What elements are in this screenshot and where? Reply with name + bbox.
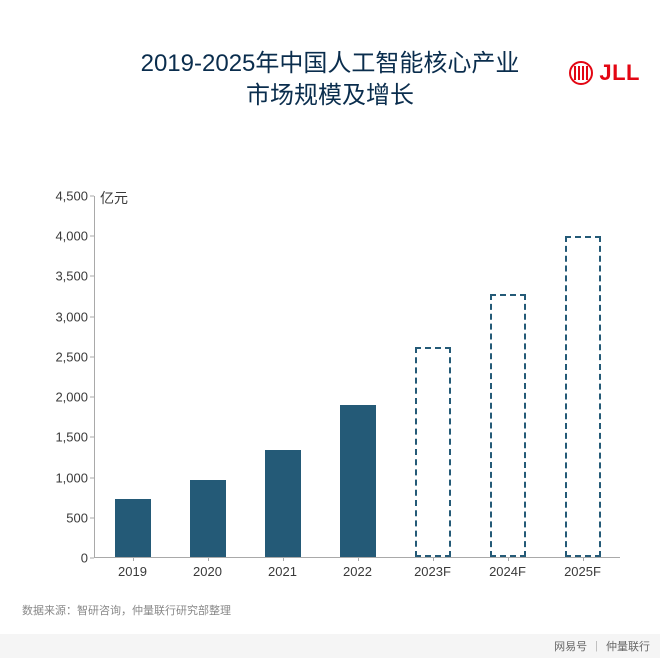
y-tick-label: 4,500	[40, 189, 94, 204]
footer: 网易号 | 仲量联行	[0, 634, 660, 658]
y-tick-label: 2,500	[40, 349, 94, 364]
y-tick-label: 2,000	[40, 390, 94, 405]
x-tick-label: 2020	[170, 564, 245, 579]
bar-slot: 2024F	[470, 196, 545, 557]
y-tick-label: 3,500	[40, 269, 94, 284]
bar-actual	[265, 450, 301, 557]
footer-right: 仲量联行	[606, 638, 650, 654]
plot-region: 20192020202120222023F2024F2025F	[94, 196, 620, 558]
x-tick-mark	[283, 557, 284, 561]
chart-title-line2: 市场规模及增长	[0, 80, 660, 112]
chart-title-line1: 2019-2025年中国人工智能核心产业	[0, 48, 660, 80]
bar-slot: 2022	[320, 196, 395, 557]
bars-container: 20192020202120222023F2024F2025F	[95, 196, 620, 557]
bar-slot: 2019	[95, 196, 170, 557]
y-tick-label: 1,000	[40, 470, 94, 485]
x-tick-mark	[208, 557, 209, 561]
x-tick-mark	[358, 557, 359, 561]
x-tick-mark	[583, 557, 584, 561]
chart-area: 亿元 05001,0001,5002,0002,5003,0003,5004,0…	[40, 196, 620, 584]
footer-separator: |	[595, 640, 598, 652]
bar-actual	[115, 499, 151, 557]
brand-name: JLL	[599, 60, 640, 86]
bar-actual	[190, 480, 226, 557]
y-tick-label: 1,500	[40, 430, 94, 445]
x-tick-label: 2022	[320, 564, 395, 579]
x-tick-label: 2021	[245, 564, 320, 579]
jll-icon	[569, 61, 593, 85]
x-tick-label: 2024F	[470, 564, 545, 579]
y-tick-label: 0	[40, 551, 94, 566]
x-tick-mark	[133, 557, 134, 561]
chart-title: 2019-2025年中国人工智能核心产业 市场规模及增长	[0, 48, 660, 113]
footer-left: 网易号	[554, 638, 587, 654]
brand-logo: JLL	[569, 60, 640, 86]
bar-forecast	[490, 294, 526, 557]
x-tick-label: 2023F	[395, 564, 470, 579]
bar-slot: 2025F	[545, 196, 620, 557]
bar-forecast	[565, 236, 601, 557]
bar-slot: 2021	[245, 196, 320, 557]
bar-actual	[340, 405, 376, 557]
source-note: 数据来源：智研咨询，仲量联行研究部整理	[22, 602, 231, 618]
bar-slot: 2020	[170, 196, 245, 557]
y-tick-label: 3,000	[40, 309, 94, 324]
y-tick-label: 4,000	[40, 229, 94, 244]
x-tick-label: 2019	[95, 564, 170, 579]
bar-slot: 2023F	[395, 196, 470, 557]
x-tick-label: 2025F	[545, 564, 620, 579]
bar-forecast	[415, 347, 451, 557]
x-tick-mark	[433, 557, 434, 561]
y-tick-label: 500	[40, 510, 94, 525]
x-tick-mark	[508, 557, 509, 561]
